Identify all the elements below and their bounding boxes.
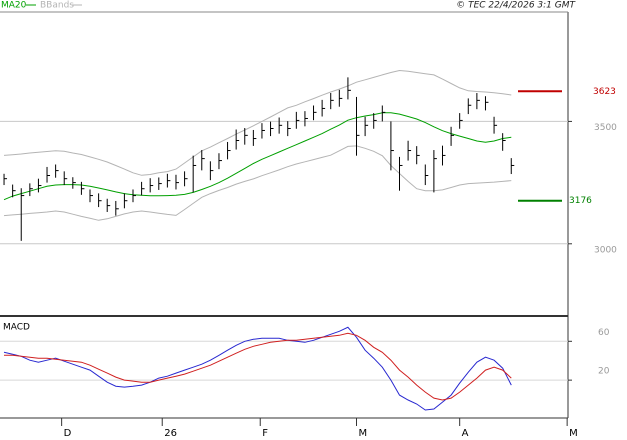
- bband-lower: [3, 145, 512, 221]
- legend-ma: MA20: [1, 1, 27, 11]
- x-tick-label: 26: [164, 428, 177, 439]
- y-tick-label: 3000: [594, 245, 617, 255]
- macd-line: [3, 326, 512, 411]
- copyright: © TEC 22/4/2026 3:1 GMT: [456, 1, 576, 11]
- ma-line: [3, 112, 512, 201]
- y-tick-label: 3500: [594, 123, 617, 133]
- level-label: 3176: [569, 196, 592, 206]
- level-label: 3623: [593, 87, 616, 97]
- macd-line: [4, 332, 512, 401]
- x-tick-label: M: [359, 428, 368, 439]
- y-tick-label: 20: [598, 367, 610, 377]
- x-tick-label: D: [64, 428, 72, 439]
- x-tick-label: A: [462, 428, 469, 439]
- x-tick-label: M: [569, 428, 578, 439]
- y-tick-label: 60: [598, 328, 610, 338]
- legend-bbands: BBands: [40, 1, 74, 11]
- macd-title: MACD: [3, 323, 30, 333]
- x-tick-label: F: [262, 428, 268, 439]
- bband-upper: [3, 69, 512, 176]
